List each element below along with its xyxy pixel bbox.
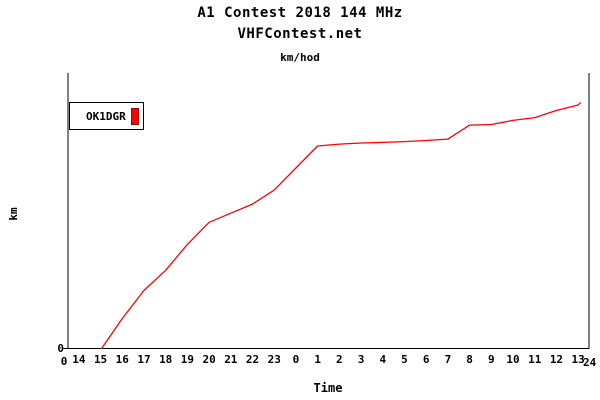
- x-tick-label: 3: [357, 353, 365, 366]
- x-tick-label: 20: [202, 353, 216, 366]
- legend-series-label: OK1DGR: [86, 109, 126, 123]
- y-axis-zero-label: 0: [57, 342, 64, 355]
- series-line-ok1dgr: [100, 102, 581, 350]
- x-tick-label: 4: [379, 353, 387, 366]
- x-tick-label: 14: [72, 353, 86, 366]
- y-axis-label: km: [7, 207, 20, 221]
- x-tick-label: 22: [245, 353, 260, 366]
- x-tick-label: 8: [466, 353, 473, 366]
- x-tick-label: 21: [224, 353, 238, 366]
- x-tick-label: 2: [336, 353, 343, 366]
- x-tick-label: 13: [571, 353, 585, 366]
- legend-color-swatch: [131, 107, 139, 125]
- x-tick-label: 5: [401, 353, 408, 366]
- x-tick-label: 7: [444, 353, 452, 366]
- x-tick-label: 1: [314, 353, 321, 366]
- x-tick-label: 17: [137, 353, 151, 366]
- x-tick-label: 6: [422, 353, 430, 366]
- chart-units-title: km/hod: [280, 51, 320, 64]
- chart-title: A1 Contest 2018 144 MHz: [197, 5, 403, 21]
- x-tick-label: 0: [292, 353, 300, 366]
- x-tick-label: 23: [267, 353, 281, 366]
- x-tick-label: 9: [488, 353, 495, 366]
- x-tick-label: 19: [180, 353, 195, 366]
- chart-subtitle: VHFContest.net: [237, 26, 363, 42]
- x-tick-label: 18: [159, 353, 173, 366]
- x-tick-label: 15: [93, 353, 108, 366]
- x-tick-label: 10: [506, 353, 520, 366]
- x-tick-label: 12: [549, 353, 564, 366]
- x-axis-origin-label: 0: [60, 355, 68, 368]
- x-axis-label: Time: [313, 381, 343, 395]
- x-tick-label: 16: [115, 353, 129, 366]
- x-tick-label: 11: [528, 353, 542, 366]
- legend-box: OK1DGR: [69, 102, 144, 130]
- x-axis-end-label: 24: [583, 356, 597, 369]
